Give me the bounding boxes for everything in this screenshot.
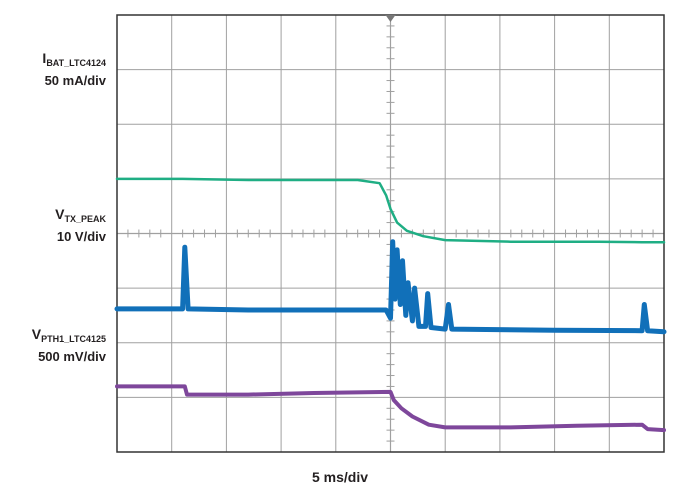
vtx-subscript: TX_PEAK — [64, 214, 106, 224]
ibat-label: IBAT_LTC4124 50 mA/div — [42, 50, 106, 89]
x-axis-label: 5 ms/div — [311, 469, 369, 485]
ibat-subscript: BAT_LTC4124 — [46, 58, 106, 68]
vpth-subscript: PTH1_LTC4125 — [41, 334, 106, 344]
trace-vtx-peak — [114, 239, 667, 335]
vtx-scale: 10 V/div — [56, 229, 106, 244]
trigger-markers — [385, 15, 396, 22]
ibat-symbol: I — [42, 50, 47, 66]
vpth-label: VPTH1_LTC4125 500 mV/div — [32, 326, 106, 365]
ibat-scale: 50 mA/div — [44, 73, 106, 88]
vtx-symbol: V — [55, 206, 65, 222]
trace-vpth1 — [115, 384, 666, 433]
vpth-symbol: V — [31, 326, 42, 342]
vtx-label: VTX_PEAK 10 V/div — [55, 206, 106, 245]
vpth-scale: 500 mV/div — [38, 349, 106, 364]
trigger-marker — [385, 15, 396, 22]
trace-group — [114, 177, 667, 433]
trace-ibat — [115, 177, 666, 244]
plot-grid — [116, 14, 665, 453]
